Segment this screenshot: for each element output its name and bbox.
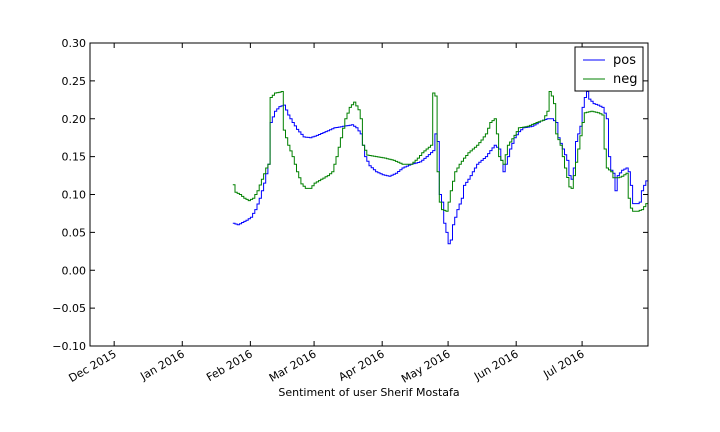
x-axis-label: Sentiment of user Sherif Mostafa (278, 386, 459, 399)
plot-background (90, 43, 648, 346)
legend-label-pos: pos (613, 53, 636, 68)
legend-label-neg: neg (613, 72, 638, 87)
series-layer (232, 91, 649, 245)
x-tick-label: Jul 2016 (540, 347, 586, 381)
y-tick-label: 0.30 (62, 37, 87, 50)
y-axis: −0.10 −0.05 0.00 0.05 0.10 0.15 0.20 0.25 0.30 (52, 37, 648, 353)
y-tick-label: −0.05 (52, 302, 86, 315)
y-tick-label: 0.10 (62, 189, 87, 202)
y-tick-label: 0.05 (62, 226, 87, 239)
y-tick-label: 0.00 (62, 264, 87, 277)
y-tick-label: −0.10 (52, 340, 86, 353)
series-line-pos (232, 91, 649, 245)
y-tick-label: 0.25 (62, 75, 87, 88)
x-tick-label: Mar 2016 (267, 347, 319, 384)
series-line-neg (232, 91, 649, 212)
x-tick-label: May 2016 (399, 347, 452, 385)
x-tick-label: Feb 2016 (204, 347, 255, 384)
x-tick-label: Jun 2016 (471, 347, 521, 383)
y-tick-label: 0.15 (62, 151, 87, 164)
legend-box (574, 46, 644, 92)
legend: pos neg (574, 46, 644, 92)
x-tick-label: Apr 2016 (336, 347, 386, 384)
x-tick-label: Jan 2016 (137, 347, 186, 383)
y-tick-label: 0.20 (62, 113, 87, 126)
